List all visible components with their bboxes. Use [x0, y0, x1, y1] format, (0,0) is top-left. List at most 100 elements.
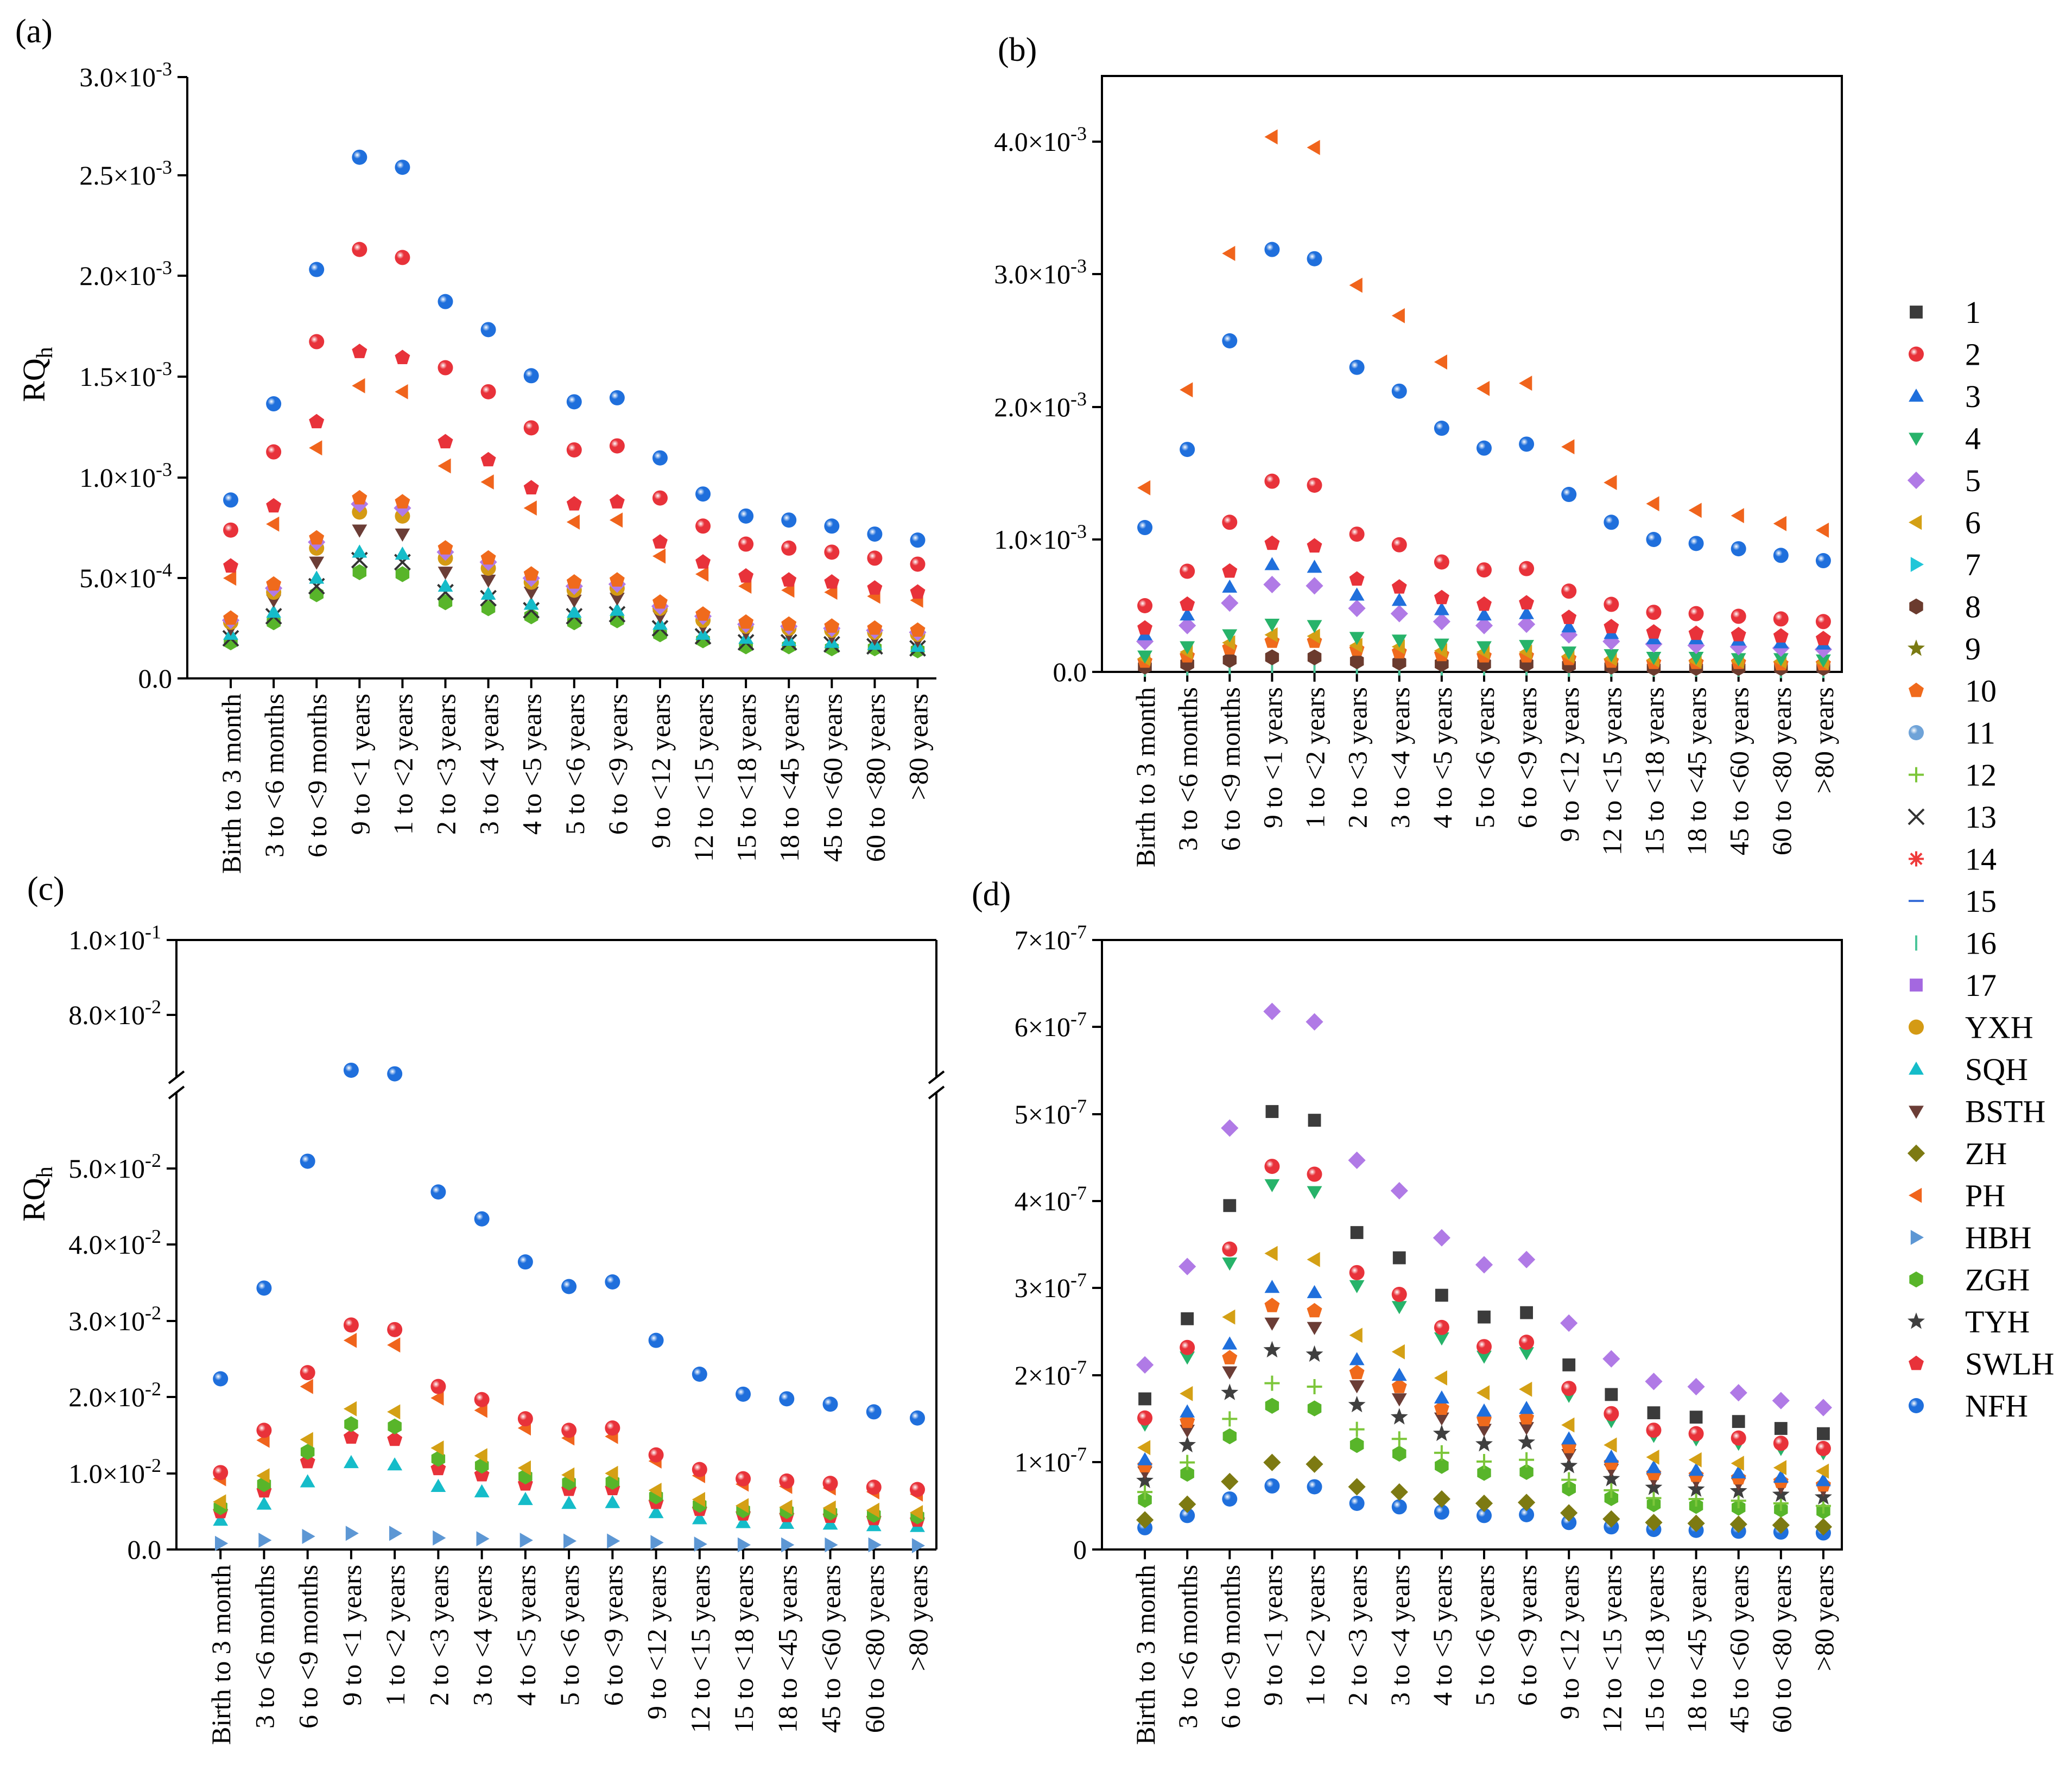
marker-shape [1136, 1356, 1154, 1374]
marker-shape [1137, 480, 1151, 496]
marker-shape [387, 1337, 401, 1353]
legend-label: 10 [1965, 674, 1997, 709]
data-point [1561, 1417, 1575, 1433]
marker-shape [480, 322, 496, 338]
data-point [1434, 354, 1447, 370]
marker-shape [1773, 653, 1789, 666]
legend-label: ZH [1965, 1136, 2007, 1171]
marker-shape [866, 1404, 882, 1420]
data-point [387, 1066, 403, 1082]
data-point [648, 1505, 664, 1519]
y-tick-label: 5.0×10-2 [68, 1149, 161, 1184]
legend-marker [1908, 1312, 1925, 1329]
data-point [1349, 638, 1363, 653]
data-point [1307, 1252, 1320, 1267]
data-point [1221, 594, 1239, 612]
data-point [1349, 526, 1365, 542]
data-point [1434, 1504, 1449, 1520]
series-10 [223, 490, 926, 637]
data-point [566, 574, 582, 589]
data-point [352, 378, 365, 393]
marker-shape [1264, 1478, 1280, 1494]
y-tick-label: 3.0×10-3 [79, 58, 172, 92]
marker-shape [1180, 1404, 1195, 1418]
marker-shape [1180, 1339, 1195, 1355]
marker-shape [1137, 1452, 1152, 1465]
marker-shape [1391, 308, 1405, 323]
data-point [737, 1537, 751, 1553]
data-point [1519, 1381, 1532, 1397]
marker-shape [1222, 1241, 1238, 1257]
legend-item: 15 [1909, 884, 1997, 919]
data-point [1136, 1356, 1154, 1374]
x-tick-label: 9 to <1 years [337, 1565, 367, 1706]
data-point [300, 1444, 315, 1460]
data-point [609, 390, 625, 405]
data-point [609, 494, 625, 509]
data-point [1688, 606, 1704, 621]
marker-shape [738, 568, 754, 583]
data-point [300, 1379, 313, 1394]
y-tick-exponent: -2 [145, 1149, 161, 1171]
data-point [1264, 473, 1280, 489]
marker-shape [1909, 433, 1924, 446]
marker-shape [609, 572, 625, 587]
data-point [309, 414, 325, 429]
data-point [523, 480, 539, 494]
marker-shape [1909, 389, 1924, 402]
legend-item: PH [1909, 1178, 2005, 1214]
legend-label: 2 [1965, 337, 1981, 372]
marker-shape [1391, 1379, 1407, 1393]
data-point [1391, 1368, 1407, 1381]
series-layer [213, 1062, 925, 1553]
marker-shape [266, 498, 282, 513]
data-point [523, 566, 539, 581]
marker-shape [1391, 1431, 1407, 1447]
x-tick-label: 45 to <60 years [1724, 1565, 1754, 1733]
marker-shape [1476, 1453, 1492, 1469]
data-point [1434, 602, 1449, 615]
marker-shape [345, 1526, 359, 1541]
data-point [738, 536, 754, 552]
marker-shape [395, 384, 408, 399]
data-point [1604, 515, 1619, 530]
marker-shape [1178, 617, 1196, 634]
data-point [1433, 1424, 1450, 1441]
series-SWLH [223, 344, 926, 599]
marker-shape [1350, 1226, 1364, 1239]
data-point [1773, 516, 1786, 531]
marker-shape [1688, 1426, 1704, 1441]
marker-shape [1221, 1119, 1239, 1137]
marker-shape [692, 1492, 705, 1507]
axis-break-mark [168, 1085, 185, 1100]
marker-shape [352, 544, 367, 558]
y-tick-base: 4.0×10 [68, 1229, 145, 1260]
marker-shape [822, 1476, 838, 1491]
marker-shape [1519, 1347, 1534, 1361]
data-point [1307, 139, 1320, 155]
y-tick-label: 1.0×10-1 [68, 921, 161, 955]
marker-shape [223, 570, 237, 586]
data-point [1814, 1399, 1832, 1417]
marker-shape [1307, 1303, 1322, 1318]
legend-marker [1909, 682, 1924, 697]
y-tick-base: 2.5×10 [79, 160, 156, 190]
x-tick-label: 2 to <3 years [430, 694, 461, 835]
data-point [867, 526, 883, 542]
legend-marker [1909, 389, 1924, 402]
marker-shape [1604, 475, 1617, 490]
x-tick-label: Birth to 3 month [1130, 1565, 1161, 1745]
chart-panel-b: (b)0.01.0×10-32.0×10-33.0×10-34.0×10-3Bi… [994, 31, 1843, 867]
marker-shape [1814, 1518, 1832, 1536]
data-point [1180, 1351, 1195, 1365]
marker-shape [866, 1502, 879, 1518]
series-SQH [213, 1455, 925, 1532]
legend-marker [1909, 851, 1924, 867]
marker-shape [650, 1535, 664, 1551]
marker-shape [1602, 1350, 1620, 1368]
data-point [433, 1530, 446, 1546]
marker-shape [1604, 1482, 1619, 1498]
legend-item: NFH [1909, 1388, 2028, 1424]
marker-shape [824, 518, 840, 534]
data-point [395, 547, 410, 560]
